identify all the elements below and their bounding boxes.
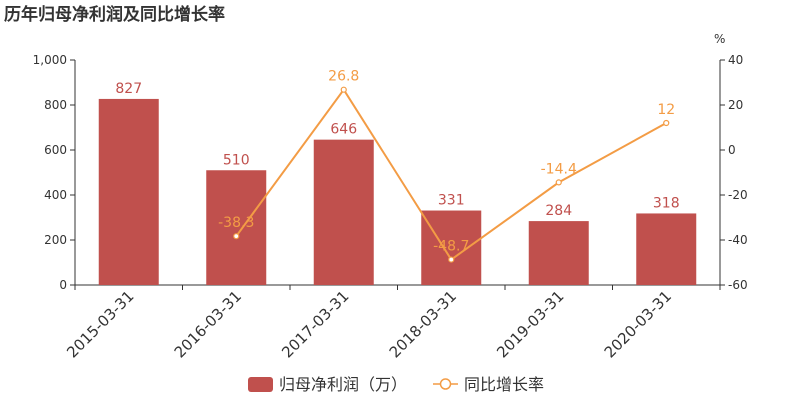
bar-value-label: 510 [223, 152, 250, 168]
chart-title: 历年归母净利润及同比增长率 [4, 4, 225, 25]
growth-point [448, 256, 455, 263]
growth-point [663, 119, 670, 127]
bar-value-label: 331 [438, 193, 465, 209]
growth-value-label: 26.8 [328, 69, 359, 85]
right-tick-label: -20 [728, 188, 748, 202]
bars [98, 98, 697, 285]
x-tick-label: 2017-03-31 [278, 287, 352, 361]
bar [206, 170, 267, 285]
x-tick-label: 2018-03-31 [386, 287, 460, 361]
growth-line [233, 86, 670, 263]
legend: 归母净利润（万） 同比增长率 [248, 375, 544, 394]
bar [313, 139, 374, 285]
x-tick-label: 2020-03-31 [601, 287, 675, 361]
growth-point [555, 179, 562, 186]
left-tick-label: 400 [44, 188, 67, 202]
x-tick-labels: 2015-03-31 2016-03-31 2017-03-31 2018-03-31… [63, 287, 675, 361]
legend-line-marker [439, 378, 452, 390]
left-tick-label: 0 [59, 278, 67, 292]
growth-point [340, 86, 347, 93]
bar-value-label: 318 [653, 195, 680, 211]
left-tick-label: 200 [44, 233, 67, 247]
growth-value-label: 12 [657, 102, 675, 118]
right-axis-unit: % [714, 32, 725, 46]
left-tick-label: 600 [44, 143, 67, 157]
x-tick-label: 2019-03-31 [493, 287, 567, 361]
right-tick-label: 20 [728, 98, 743, 112]
axes: 0 200 400 600 800 1,000 -60 -40 -20 0 20 40 [33, 53, 748, 292]
bar [636, 213, 697, 285]
bar-value-label: 284 [545, 203, 572, 219]
growth-value-label: -38.3 [218, 215, 254, 231]
right-tick-label: 40 [728, 53, 743, 67]
right-tick-label: -40 [728, 233, 748, 247]
bar-value-label: 827 [115, 81, 142, 97]
growth-point [233, 233, 240, 240]
right-tick-label: -60 [728, 278, 748, 292]
bar [528, 221, 589, 285]
left-tick-label: 1,000 [33, 53, 67, 67]
x-tick-label: 2015-03-31 [63, 287, 137, 361]
growth-value-label: -14.4 [541, 161, 577, 177]
legend-bar-swatch [248, 377, 273, 392]
left-tick-label: 800 [44, 98, 67, 112]
growth-value-label: -48.7 [433, 239, 469, 255]
bar [98, 98, 159, 285]
legend-line-label: 同比增长率 [464, 375, 544, 394]
x-tick-label: 2016-03-31 [171, 287, 245, 361]
right-tick-label: 0 [728, 143, 736, 157]
bar [421, 210, 482, 285]
legend-bar-label: 归母净利润（万） [279, 375, 407, 394]
data-labels: 827 510 646 331 284 318 -38.3 26.8 -48.7 -14.4 12 [115, 69, 679, 255]
bar-value-label: 646 [330, 122, 357, 138]
